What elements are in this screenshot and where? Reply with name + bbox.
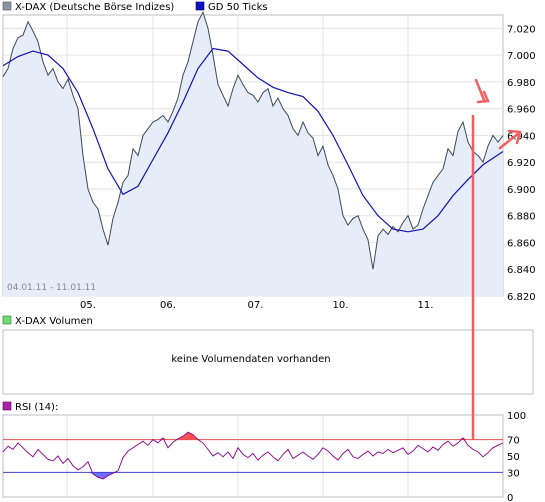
moving-average-line <box>2 47 504 233</box>
rsi-y-tick-label: 100 <box>507 411 526 422</box>
legend-label-ma: GD 50 Ticks <box>208 2 268 13</box>
price-y-tick-label: 7.020 <box>507 24 536 35</box>
price-y-tick-label: 6.960 <box>507 105 536 116</box>
price-x-tick-label: 11. <box>418 300 434 311</box>
rsi-panel: RSI (14): 100 70 50 30 0 <box>2 401 526 502</box>
price-x-axis: 05. 06. 07. 10. 11. <box>80 300 433 311</box>
price-line <box>2 11 504 270</box>
price-x-tick-label: 05. <box>80 300 96 311</box>
rsi-title: RSI (14): <box>15 402 58 413</box>
volume-empty-message: keine Volumendaten vorhanden <box>171 354 330 365</box>
legend-swatch-rsi <box>2 401 12 411</box>
volume-panel: X-DAX Volumen keine Volumendaten vorhand… <box>2 315 534 395</box>
rsi-y-axis: 100 70 50 30 0 <box>507 411 526 502</box>
legend-swatch-ma <box>195 1 205 11</box>
rsi-y-tick-label: 30 <box>507 468 520 479</box>
annotations <box>471 78 522 440</box>
price-y-tick-label: 6.900 <box>507 185 536 196</box>
price-panel: 7.020 7.000 6.980 6.960 6.940 6.920 6.900 6.880… <box>2 11 536 311</box>
price-x-tick-label: 07. <box>248 300 264 311</box>
price-area <box>3 12 503 297</box>
volume-panel-frame <box>2 329 534 395</box>
rsi-panel-frame <box>2 414 504 498</box>
price-x-tick-label: 10. <box>333 300 349 311</box>
rsi-line <box>2 431 504 480</box>
date-range-label: 04.01.11 - 11.01.11 <box>7 283 96 293</box>
annotation-arrow-down <box>474 78 490 104</box>
legend-swatch-volume <box>2 315 12 325</box>
rsi-y-tick-label: 50 <box>507 452 520 463</box>
price-legend: X-DAX (Deutsche Börse Indizes) GD 50 Tic… <box>2 1 268 13</box>
legend-label-xdax: X-DAX (Deutsche Börse Indizes) <box>15 2 174 13</box>
rsi-y-tick-label: 70 <box>507 436 520 447</box>
price-y-tick-label: 6.920 <box>507 158 536 169</box>
legend-swatch-xdax <box>2 1 12 11</box>
annotation-arrow-up <box>498 129 522 150</box>
rsi-y-tick-label: 0 <box>507 493 513 502</box>
price-y-tick-label: 6.860 <box>507 238 536 249</box>
price-y-tick-label: 6.840 <box>507 265 536 276</box>
price-y-tick-label: 6.820 <box>507 292 536 303</box>
price-y-axis: 7.020 7.000 6.980 6.960 6.940 6.920 6.900 6.880… <box>507 24 536 303</box>
rsi-grid <box>66 415 409 497</box>
price-x-tick-label: 06. <box>160 300 176 311</box>
volume-title: X-DAX Volumen <box>15 316 93 327</box>
price-y-tick-label: 6.980 <box>507 78 536 89</box>
price-y-tick-label: 6.940 <box>507 131 536 142</box>
price-y-tick-label: 6.880 <box>507 212 536 223</box>
price-y-tick-label: 7.000 <box>507 51 536 62</box>
